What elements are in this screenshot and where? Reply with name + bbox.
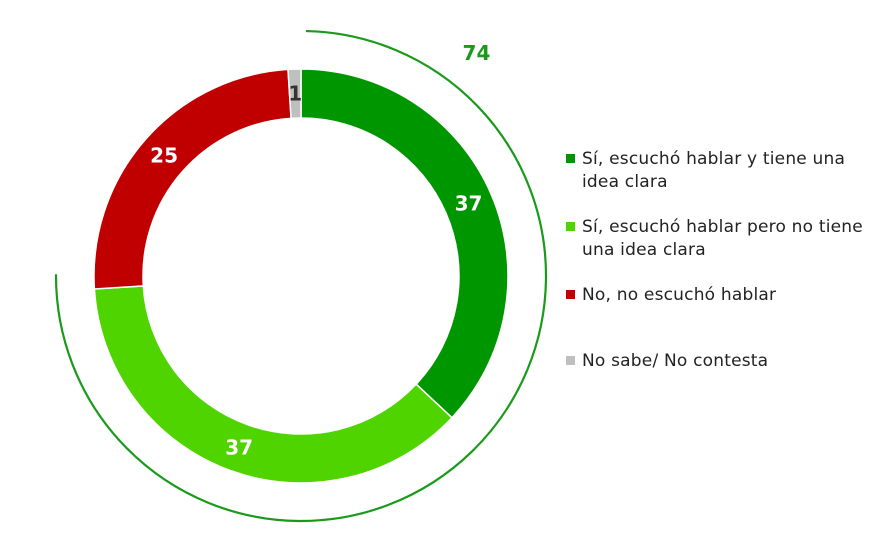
legend-label: Sí, escuchó hablar y tiene una idea clar… bbox=[582, 149, 846, 192]
slice-value-label: 37 bbox=[455, 192, 483, 216]
legend-swatch bbox=[566, 290, 575, 299]
legend-label: No sabe/ No contesta bbox=[582, 351, 769, 371]
legend-swatch bbox=[566, 356, 575, 365]
total-bracket-arc bbox=[54, 29, 548, 523]
total-bracket-label: 74 bbox=[463, 41, 491, 65]
legend-label: Sí, escuchó hablar pero no tiene una ide… bbox=[582, 217, 863, 260]
legend-item-no-sabe: No sabe/ No contesta bbox=[566, 350, 876, 373]
donut-slice bbox=[300, 68, 509, 419]
legend-item-si-idea-clara: Sí, escuchó hablar y tiene una idea clar… bbox=[566, 148, 876, 216]
legend: Sí, escuchó hablar y tiene una idea clar… bbox=[566, 148, 876, 373]
legend-swatch bbox=[566, 222, 575, 231]
slice-value-label: 25 bbox=[150, 143, 178, 167]
donut-slice bbox=[287, 68, 302, 120]
legend-item-si-no-idea-clara: Sí, escuchó hablar pero no tiene una ide… bbox=[566, 216, 876, 284]
donut-slice bbox=[93, 285, 453, 484]
legend-item-no-escucho: No, no escuchó hablar bbox=[566, 284, 876, 350]
legend-label: No, no escuchó hablar bbox=[582, 285, 777, 305]
slice-value-label: 1 bbox=[288, 82, 302, 106]
donut-slice bbox=[93, 68, 292, 290]
slice-value-label: 37 bbox=[225, 436, 253, 460]
legend-swatch bbox=[566, 154, 575, 163]
